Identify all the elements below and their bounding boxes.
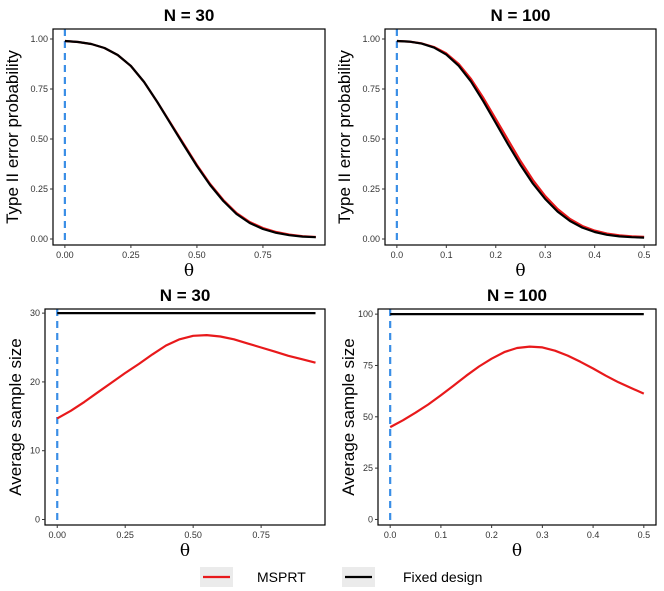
x-tick-label: 0.00 [48,530,66,540]
y-axis-label: Type II error probability [335,50,354,224]
x-axis-label: θ [515,261,525,281]
panels: N = 300.00 0.25 0.50 0.750.000.250.500.751.… [3,6,657,561]
x-tick-label: 0.4 [588,250,601,260]
y-tick-label: 0.00 [362,234,380,244]
x-axis-label: θ [512,541,522,561]
x-tick-label: 0.00 [56,250,74,260]
x-tick-label: 0.75 [252,530,270,540]
legend-label-msprt: MSPRT [257,569,306,585]
y-tick-label: 0.75 [30,84,48,94]
x-tick-label: 0.3 [539,250,552,260]
panel-title: N = 100 [490,6,550,25]
x-tick-label: 0.0 [384,530,397,540]
series-fixed-design-line [64,39,316,239]
x-tick-label: 0.50 [188,250,206,260]
panel-title: N = 30 [160,286,211,305]
y-axis-label: Type II error probability [3,50,22,224]
panel-title: N = 100 [487,286,547,305]
y-tick-label: 30 [30,308,40,318]
x-tick-label: 0.25 [116,530,134,540]
panel-border [52,28,326,246]
y-tick-label: 20 [30,377,40,387]
panel-border [384,28,657,246]
panel-4: N = 100 0.0 0.1 0.2 0.3 0.4 0.5 0 25 50 75 100 θ Aver… [339,286,657,561]
x-tick-label: 0.5 [638,250,651,260]
y-tick-label: 0.50 [30,134,48,144]
y-tick-label: 50 [363,412,373,422]
x-tick-label: 0.2 [485,530,498,540]
panel-3: N = 30 0.00 0.25 0.50 0.75 0 10 20 30 θ Average sa… [6,286,326,561]
x-tick-label: 0.3 [536,530,549,540]
y-tick-label: 0.75 [362,84,380,94]
y-tick-label: 0.25 [362,184,380,194]
series-msprt-line [396,39,645,238]
x-tick-label: 0.4 [587,530,600,540]
y-tick-label: 25 [363,463,373,473]
panel-border [377,308,657,526]
x-tick-label: 0.5 [638,530,651,540]
y-axis-label: Average sample size [6,338,25,496]
panel-border [44,308,326,526]
x-axis-label: θ [180,541,190,561]
series-fixed-design-line [396,39,645,239]
x-tick-label: 0.25 [122,250,140,260]
y-tick-label: 0 [35,514,40,524]
legend-label-fixed-design: Fixed design [403,569,482,585]
y-tick-label: 1.00 [30,34,48,44]
panel-1: N = 30 0.00 0.25 0.50 0.75 0.00 0.25 0.50 0.75 1.… [3,6,326,281]
y-axis-label: Average sample size [339,338,358,496]
y-tick-label: 100 [358,309,373,319]
x-axis-label: θ [184,261,194,281]
y-tick-label: 0.00 [30,234,48,244]
x-tick-label: 0.50 [184,530,202,540]
x-tick-label: 0.1 [435,530,448,540]
y-tick-label: 0.25 [30,184,48,194]
y-tick-label: 10 [30,446,40,456]
y-tick-label: 0.50 [362,134,380,144]
y-tick-label: 75 [363,360,373,370]
legend: MSPRT Fixed design [200,567,482,587]
series-msprt-line [64,39,316,239]
series-msprt-line [389,345,645,429]
series-msprt-line [56,334,316,420]
x-tick-label: 0.75 [254,250,272,260]
x-tick-label: 0.2 [490,250,503,260]
x-tick-label: 0.0 [391,250,404,260]
panel-title: N = 30 [164,6,215,25]
x-tick-label: 0.1 [440,250,453,260]
panel-2: N = 100 0.0 0.1 0.2 0.3 0.4 0.5 0.00 0.25 0.50 0.7… [335,6,657,281]
y-tick-label: 0 [368,514,373,524]
y-tick-label: 1.00 [362,34,380,44]
